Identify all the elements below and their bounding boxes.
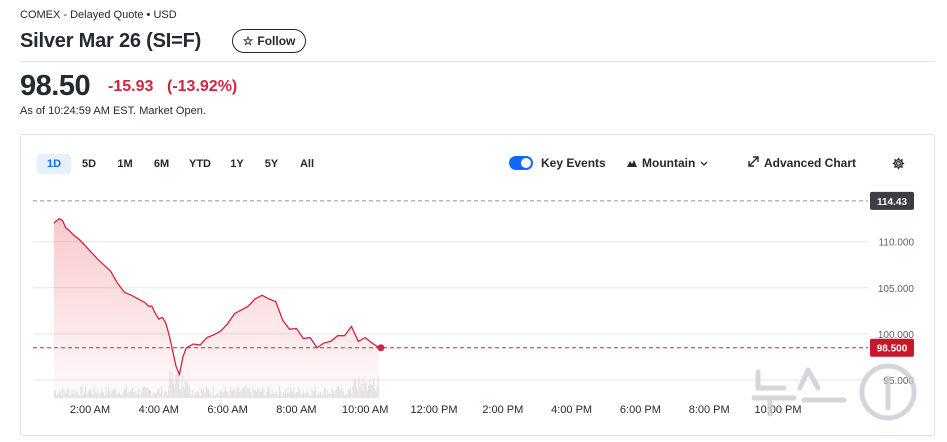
quote-timestamp: As of 10:24:59 AM EST. Market Open.	[20, 105, 206, 117]
advanced-chart-label: Advanced Chart	[764, 156, 857, 170]
current-price-badge	[870, 338, 914, 357]
expand-icon	[748, 156, 759, 170]
range-tabs: 1D 5D 1M 6M YTD 1Y 5Y All	[37, 154, 325, 174]
previous-close-badge	[870, 191, 914, 210]
chart-type-label: Mountain	[642, 156, 696, 170]
x-tick-label: 4:00 PM	[551, 404, 592, 416]
key-events-toggle[interactable]: Key Events	[509, 156, 606, 170]
follow-button[interactable]: ☆ Follow	[232, 29, 306, 53]
y-tick-label: 95.000	[883, 376, 914, 387]
follow-label: Follow	[257, 34, 296, 48]
x-tick-label: 6:00 PM	[620, 404, 661, 416]
key-events-label: Key Events	[541, 156, 606, 170]
x-tick-label: 12:00 PM	[410, 404, 457, 416]
page-title: Silver Mar 26 (SI=F)	[20, 30, 202, 52]
price-change-percent: (-13.92%)	[167, 78, 238, 95]
gear-icon[interactable]	[892, 157, 905, 173]
chevron-down-icon	[700, 156, 708, 170]
range-tab-5d[interactable]: 5D	[81, 158, 97, 170]
range-tab-all[interactable]: All	[299, 158, 315, 170]
range-tab-5y[interactable]: 5Y	[264, 158, 279, 170]
range-tab-1y[interactable]: 1Y	[230, 158, 244, 170]
exchange-info: COMEX - Delayed Quote • USD	[20, 9, 177, 21]
y-tick-label: 105.000	[878, 284, 915, 295]
current-price: 98.50	[20, 70, 91, 102]
y-tick-label: 110.000	[879, 238, 915, 249]
x-tick-label: 10:00 AM	[342, 404, 388, 416]
y-tick-label: 100.000	[878, 330, 915, 341]
chart-type-dropdown[interactable]: Mountain	[627, 156, 708, 170]
header-divider	[20, 61, 935, 62]
x-tick-label: 8:00 AM	[276, 404, 316, 416]
x-tick-label: 10:00 PM	[754, 404, 801, 416]
mountain-icon	[627, 156, 637, 170]
range-tab-1m[interactable]: 1M	[117, 158, 133, 170]
price-line	[53, 217, 380, 377]
watermark-logo	[750, 358, 920, 433]
toggle-switch-icon[interactable]	[509, 156, 533, 170]
range-tab-ytd[interactable]: YTD	[189, 158, 211, 170]
x-tick-label: 6:00 AM	[207, 404, 247, 416]
x-tick-label: 8:00 PM	[689, 404, 730, 416]
price-change: -15.93	[108, 78, 154, 95]
x-tick-label: 2:00 AM	[70, 404, 110, 416]
price-area	[53, 218, 380, 398]
previous-close-label: 114.43	[877, 197, 907, 208]
range-tab-1d[interactable]: 1D	[37, 154, 71, 174]
star-icon: ☆	[242, 34, 254, 48]
advanced-chart-button[interactable]: Advanced Chart	[748, 156, 856, 170]
x-tick-label: 2:00 PM	[482, 404, 523, 416]
x-tick-label: 4:00 AM	[139, 404, 179, 416]
current-price-dot	[377, 344, 385, 352]
range-tab-6m[interactable]: 6M	[153, 158, 170, 170]
current-price-label: 98.500	[877, 344, 908, 355]
